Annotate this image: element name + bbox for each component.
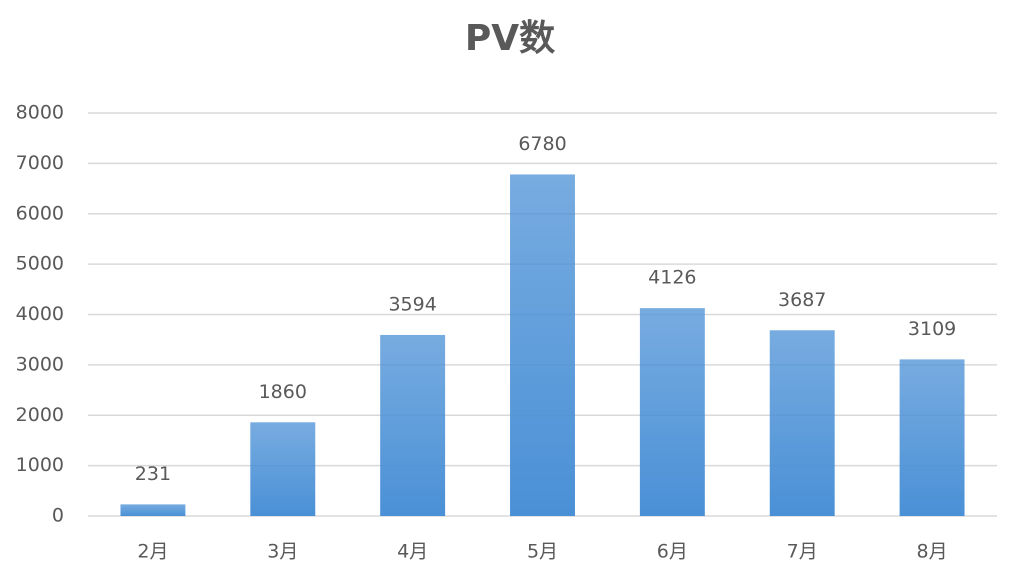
- x-tick-label: 6月: [657, 541, 688, 563]
- y-tick-label: 3000: [16, 353, 64, 375]
- bar: [510, 174, 575, 516]
- y-tick-label: 4000: [16, 303, 64, 325]
- data-label: 6780: [518, 133, 566, 155]
- bar: [250, 422, 316, 516]
- y-tick-label: 5000: [16, 253, 64, 275]
- y-tick-label: 8000: [16, 102, 64, 124]
- x-tick-label: 3月: [267, 541, 298, 563]
- data-label: 231: [135, 463, 171, 485]
- x-tick-label: 5月: [527, 541, 558, 563]
- x-tick-label: 8月: [917, 541, 948, 563]
- bar: [120, 504, 186, 516]
- bar: [769, 330, 835, 516]
- x-tick-label: 7月: [787, 541, 818, 563]
- y-tick-label: 6000: [16, 202, 64, 224]
- data-label: 1860: [259, 381, 307, 403]
- bar: [380, 334, 446, 516]
- bar: [899, 359, 965, 516]
- y-tick-label: 1000: [16, 454, 64, 476]
- chart-title: PV数: [465, 18, 555, 59]
- data-label: 4126: [648, 267, 696, 289]
- y-tick-label: 0: [52, 505, 64, 527]
- x-tick-label: 4月: [397, 541, 428, 563]
- y-tick-label: 7000: [16, 152, 64, 174]
- data-label: 3594: [388, 293, 436, 315]
- y-tick-label: 2000: [16, 404, 64, 426]
- data-label: 3109: [908, 318, 956, 340]
- x-tick-label: 2月: [137, 541, 168, 563]
- bar: [639, 308, 705, 516]
- data-label: 3687: [778, 289, 826, 311]
